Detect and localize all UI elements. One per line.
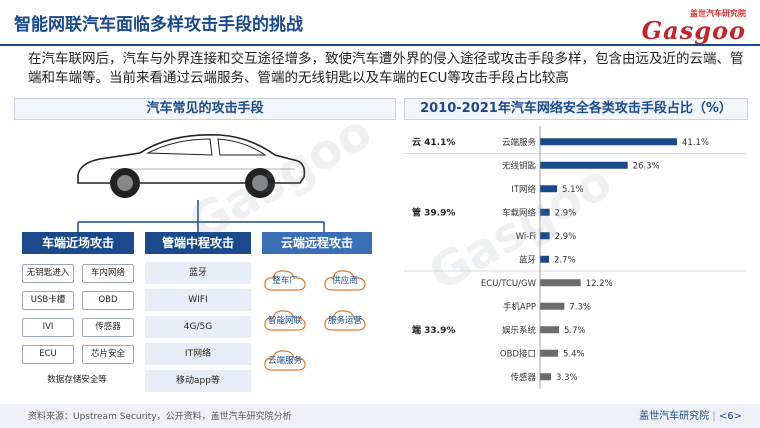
cloud-icon (324, 270, 366, 291)
chart-category-label: 云端服务 (502, 137, 537, 148)
chart-value-label: 26.3% (633, 161, 660, 171)
chart-category-label: 娱乐系统 (502, 325, 537, 336)
chart-bar (540, 185, 557, 193)
page-number: <6> (718, 411, 742, 422)
cloud-icon (264, 310, 306, 331)
chart-bar (540, 208, 550, 216)
cloud-item-label: 整车厂 (272, 276, 298, 286)
chart-bar (540, 232, 550, 240)
chart-category-label: 传感器 (510, 372, 536, 383)
cloud-item: 云端服务 (262, 346, 308, 374)
mid-item: WIFI (145, 289, 251, 311)
chart-value-label: 7.3% (569, 302, 591, 312)
near-item: 芯片安全 (82, 345, 134, 364)
cloud-item: 智能网联 (262, 306, 308, 334)
chart-value-label: 5.7% (564, 326, 586, 336)
chart-bar (540, 279, 581, 287)
near-item: OBD (82, 291, 134, 310)
near-item: 传感器 (82, 318, 134, 337)
near-item: IVI (22, 318, 74, 337)
mid-item: IT网络 (145, 343, 251, 365)
chart-bar (540, 326, 559, 334)
intro-paragraph: 在汽车联网后，汽车与外界连接和交互途径增多，致使汽车遭外界的侵入途径或攻击手段多… (28, 51, 744, 86)
chart-title: 2010-2021年汽车网络安全各类攻击手段占比（%） (404, 98, 748, 120)
chart-value-label: 5.1% (562, 185, 584, 195)
near-item: USB卡槽 (22, 291, 74, 310)
cloud-item: 整车厂 (262, 266, 308, 294)
chart-category-label: OBD接口 (500, 348, 536, 359)
chart-category-label: 手机APP (503, 301, 536, 312)
chart-value-label: 2.9% (555, 208, 577, 218)
cloud-item: 供应商 (322, 266, 368, 294)
car-illustration-icon (77, 134, 306, 198)
cloud-item: 服务运营 (322, 306, 368, 334)
chart-group-label: 云 41.1% (412, 137, 455, 148)
footer-org: 盖世汽车研究院 (639, 411, 710, 422)
chart-value-label: 41.1% (682, 138, 709, 148)
mid-item: 蓝牙 (145, 262, 251, 284)
left-panel-title: 汽车常见的攻击手段 (14, 98, 396, 120)
cloud-attack-header: 云端远程攻击 (262, 232, 372, 254)
attack-share-bar-chart: 云端服务 41.1% 云 41.1% 无线钥匙 26.3% IT网络 5.1% 车载网络 2.9… (404, 126, 746, 389)
source-note: 资料来源：Upstream Security，公开资料，盖世汽车研究院分析 (28, 412, 292, 422)
chart-group-label: 端 33.9% (412, 324, 455, 336)
connector-lines (77, 200, 325, 232)
chart-category-label: ECU/TCU/GW (481, 279, 537, 289)
near-item: 数据存储安全等 (47, 375, 107, 385)
cloud-item-label: 服务运营 (327, 316, 362, 326)
chart-category-label: 车载网络 (502, 207, 537, 218)
title-divider (0, 44, 760, 46)
chart-bar (540, 349, 558, 357)
gasgoo-logo: 盖世汽车研究院 Gasgoo (626, 8, 746, 45)
near-item: 车内网络 (82, 264, 134, 283)
footer-bar (0, 404, 760, 428)
logo-cn-text: 盖世汽车研究院 (690, 9, 746, 18)
cloud-icon (324, 310, 366, 331)
chart-category-label: 无线钥匙 (502, 160, 537, 171)
logo-en-text: Gasgoo (641, 16, 746, 45)
cloud-icon (264, 270, 306, 291)
chart-bar (540, 302, 565, 310)
near-item: ECU (22, 345, 74, 364)
cloud-icon (264, 350, 306, 371)
chart-bar (540, 138, 677, 146)
chart-value-label: 12.2% (586, 279, 613, 289)
cloud-item-label: 云端服务 (267, 356, 302, 366)
chart-group-label: 管 39.9% (412, 206, 455, 218)
chart-bar (540, 373, 551, 381)
chart-category-label: Wi-Fi (516, 232, 536, 242)
chart-category-label: IT网络 (511, 184, 536, 195)
chart-bar (540, 255, 549, 263)
chart-value-label: 3.3% (556, 373, 578, 383)
near-item: 无钥匙进入 (22, 264, 74, 283)
cloud-item-label: 供应商 (332, 276, 358, 286)
chart-bar (540, 161, 628, 169)
mid-item: 移动app等 (145, 370, 251, 392)
chart-category-label: 蓝牙 (519, 254, 536, 265)
footer-org-page: 盖世汽车研究院 | <6> (639, 411, 742, 422)
mid-item: 4G/5G (145, 316, 251, 338)
cloud-item-label: 智能网联 (267, 316, 302, 326)
mid-attack-header: 管端中程攻击 (145, 232, 251, 254)
chart-value-label: 5.4% (563, 349, 585, 359)
page-title: 智能网联汽车面临多样攻击手段的挑战 (14, 15, 303, 35)
near-attack-header: 车端近场攻击 (22, 232, 134, 254)
chart-value-label: 2.7% (554, 255, 576, 265)
chart-value-label: 2.9% (555, 232, 577, 242)
